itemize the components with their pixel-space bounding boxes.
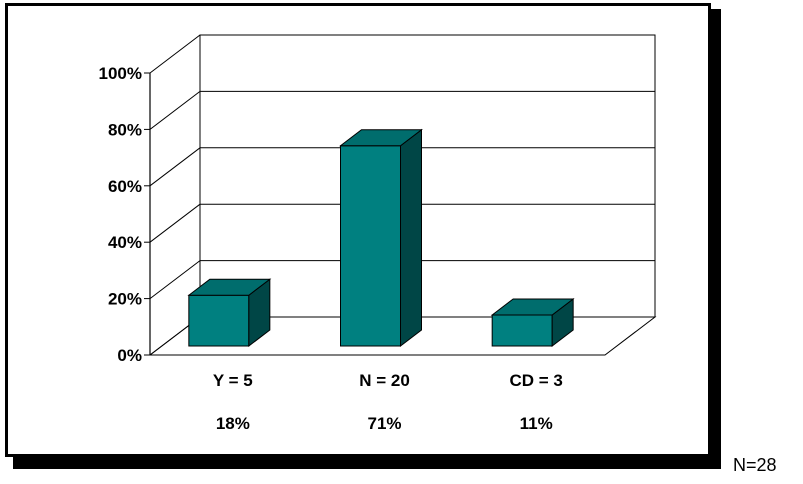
bars bbox=[187, 128, 575, 348]
bar-side bbox=[400, 128, 422, 348]
bar-front bbox=[188, 294, 250, 347]
y-tick-label: 40% bbox=[108, 233, 142, 252]
y-tick-label: 100% bbox=[99, 64, 142, 83]
value-labels: 18% 71% 11% bbox=[216, 414, 553, 433]
bar-top bbox=[339, 129, 423, 147]
value-label: 18% bbox=[216, 414, 250, 433]
x-tick-label: N = 20 bbox=[359, 371, 410, 390]
gridline-side bbox=[149, 203, 201, 243]
y-tick-label: 80% bbox=[108, 120, 142, 139]
gridlines bbox=[149, 34, 655, 356]
bar bbox=[339, 128, 423, 348]
x-tick-labels: Y = 5 N = 20 CD = 3 bbox=[213, 371, 563, 390]
x-tick-label: CD = 3 bbox=[509, 371, 562, 390]
x-tick-label: Y = 5 bbox=[213, 371, 253, 390]
bar-front bbox=[340, 145, 401, 347]
gridline-side bbox=[149, 260, 201, 299]
y-tick-label: 20% bbox=[108, 290, 142, 309]
y-tick-labels: 0% 20% 40% 60% 80% 100% bbox=[99, 64, 142, 365]
y-tick-label: 0% bbox=[117, 346, 142, 365]
bar bbox=[187, 278, 272, 348]
bar-top bbox=[187, 278, 272, 296]
gridline-side bbox=[149, 34, 201, 74]
sample-size-label: N=28 bbox=[733, 455, 777, 475]
bar-front bbox=[491, 314, 553, 347]
gridline-side bbox=[149, 147, 201, 187]
back-wall bbox=[199, 34, 656, 318]
y-tick-label: 60% bbox=[108, 177, 142, 196]
value-label: 71% bbox=[367, 414, 401, 433]
gridline-side bbox=[149, 91, 201, 130]
value-label: 11% bbox=[520, 414, 553, 433]
bar bbox=[490, 297, 575, 348]
chart-axes bbox=[144, 35, 201, 356]
bar-top bbox=[490, 298, 575, 316]
